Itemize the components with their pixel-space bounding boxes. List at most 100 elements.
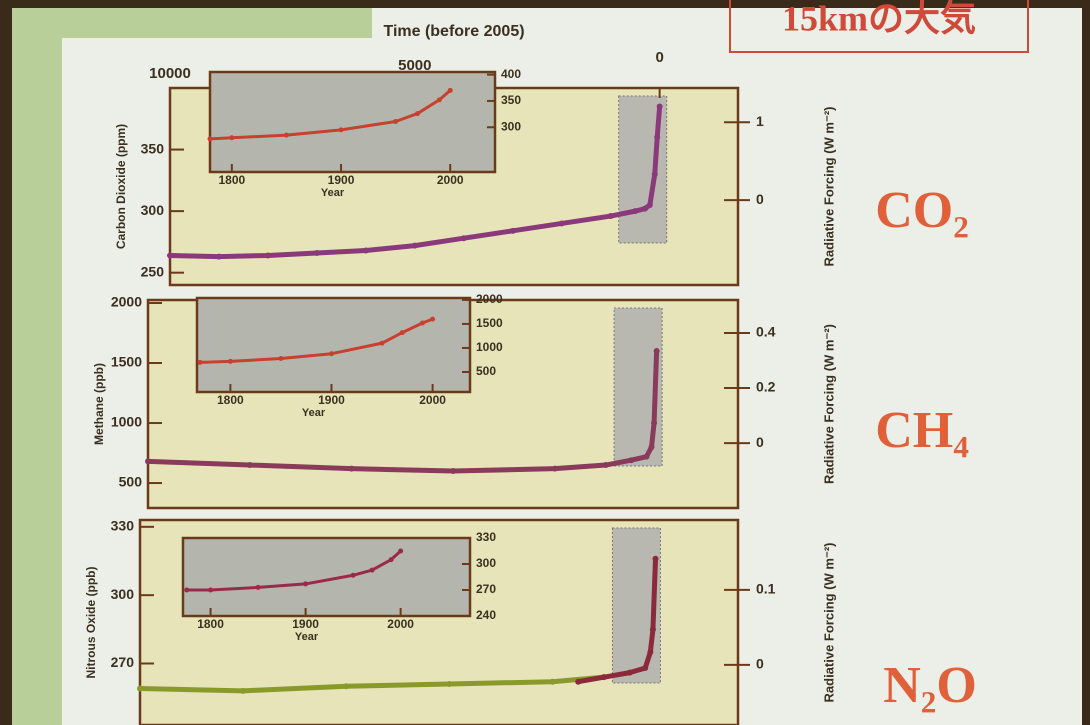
y-axis-label: Carbon Dioxide (ppm): [114, 124, 128, 249]
y-tick-label: 300: [501, 119, 521, 133]
x-tick-label: 2000: [419, 393, 446, 407]
y2-tick-label: 0.4: [756, 324, 776, 340]
data-point: [650, 626, 656, 632]
data-point: [510, 228, 516, 234]
data-point: [228, 359, 233, 364]
y-tick-label: 1500: [476, 316, 503, 330]
data-point: [647, 649, 653, 655]
data-point: [145, 458, 151, 464]
data-point: [448, 88, 453, 93]
y2-tick-label: 1: [756, 113, 764, 129]
data-point: [657, 103, 663, 109]
y-tick-label: 1000: [476, 340, 503, 354]
data-point: [450, 468, 456, 474]
y2-tick-label: 0: [756, 656, 764, 672]
data-point: [167, 252, 173, 258]
x-axis-label: Year: [295, 631, 319, 643]
data-point: [389, 557, 394, 562]
page: 15kmの大気 CO₂ CH₄ N₂O 25030035001100005000…: [0, 0, 1090, 725]
data-point: [420, 320, 425, 325]
x-tick-label: 1900: [292, 617, 319, 631]
data-point: [184, 588, 189, 593]
gas-label: N₂O: [883, 657, 977, 714]
gas-label: CO₂: [875, 182, 969, 239]
y-tick-label: 400: [501, 67, 521, 81]
data-point: [137, 686, 143, 692]
data-point: [370, 568, 375, 573]
data-point: [627, 670, 633, 676]
y-tick-label: 2000: [111, 294, 142, 310]
x-tick-label: 1900: [318, 393, 345, 407]
data-point: [229, 135, 234, 140]
y-tick-label: 240: [476, 608, 496, 622]
data-point: [256, 585, 261, 590]
x-axis-label: Year: [302, 407, 326, 419]
data-point: [216, 254, 222, 260]
data-point: [654, 134, 660, 140]
data-point: [653, 556, 659, 562]
x-tick-label: 10000: [149, 65, 191, 82]
x-axis-label: Time (before 2005): [383, 23, 524, 40]
data-point: [437, 97, 442, 102]
data-point: [208, 588, 213, 593]
data-point: [549, 679, 555, 685]
data-point: [348, 466, 354, 472]
y-axis-label: Methane (ppb): [92, 363, 106, 445]
y-tick-label: 270: [476, 582, 496, 596]
y-tick-label: 500: [119, 474, 143, 490]
data-point: [393, 119, 398, 124]
y-tick-label: 500: [476, 364, 496, 378]
data-point: [559, 220, 565, 226]
data-point: [430, 317, 435, 322]
gas-label: CH₄: [875, 402, 969, 459]
data-point: [552, 466, 558, 472]
data-point: [642, 206, 648, 212]
data-point: [632, 208, 638, 214]
side-strip: [12, 8, 62, 725]
y-tick-label: 270: [111, 654, 135, 670]
y-tick-label: 300: [476, 556, 496, 570]
data-point: [608, 213, 614, 219]
x-tick-label: 0: [655, 49, 663, 66]
y-tick-label: 330: [476, 530, 496, 544]
data-point: [380, 341, 385, 346]
data-point: [363, 248, 369, 254]
data-point: [628, 457, 634, 463]
data-point: [265, 252, 271, 258]
data-point: [649, 444, 655, 450]
x-axis-label: Year: [321, 187, 345, 199]
x-tick-label: 1800: [217, 393, 244, 407]
data-point: [651, 420, 657, 426]
data-point: [575, 679, 581, 685]
y2-tick-label: 0: [756, 191, 764, 207]
x-tick-label: 1900: [328, 173, 355, 187]
data-point: [412, 243, 418, 249]
y-tick-label: 1000: [111, 414, 142, 430]
data-point: [329, 351, 334, 356]
y2-tick-label: 0.1: [756, 581, 776, 597]
data-point: [398, 549, 403, 554]
data-point: [339, 127, 344, 132]
y-tick-label: 1500: [111, 354, 142, 370]
y-tick-label: 350: [501, 93, 521, 107]
data-point: [278, 356, 283, 361]
data-point: [208, 136, 213, 141]
data-point: [601, 674, 607, 680]
plot-area: [210, 72, 495, 172]
data-point: [654, 348, 660, 354]
y2-tick-label: 0: [756, 434, 764, 450]
data-point: [461, 235, 467, 241]
data-point: [247, 462, 253, 468]
data-point: [603, 462, 609, 468]
data-point: [446, 681, 452, 687]
top-strip: [62, 8, 372, 38]
y-axis-label: Nitrous Oxide (ppb): [84, 567, 98, 679]
y2-tick-label: 0.2: [756, 379, 776, 395]
data-point: [198, 360, 203, 365]
y-tick-label: 350: [141, 140, 165, 156]
x-tick-label: 2000: [437, 173, 464, 187]
y-tick-label: 300: [111, 586, 135, 602]
data-point: [643, 454, 649, 460]
data-point: [400, 330, 405, 335]
data-point: [240, 688, 246, 694]
